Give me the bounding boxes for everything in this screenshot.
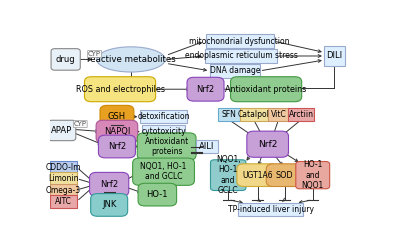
Text: cytotoxicity: cytotoxicity: [141, 127, 186, 136]
Text: Arctiin: Arctiin: [289, 110, 314, 119]
FancyBboxPatch shape: [96, 120, 138, 143]
Text: CDDO-Im: CDDO-Im: [46, 163, 81, 172]
FancyBboxPatch shape: [239, 203, 303, 216]
Text: CYP: CYP: [74, 121, 87, 127]
Text: TP-induced liver injury: TP-induced liver injury: [228, 205, 314, 214]
Text: DNA damage: DNA damage: [210, 66, 260, 75]
FancyBboxPatch shape: [138, 183, 176, 206]
Text: UGT1A6: UGT1A6: [243, 171, 273, 180]
FancyBboxPatch shape: [240, 108, 268, 121]
FancyBboxPatch shape: [140, 110, 187, 123]
Text: Omega-3: Omega-3: [46, 185, 81, 195]
Text: AITC: AITC: [55, 197, 72, 206]
Text: HO-1: HO-1: [147, 190, 168, 199]
FancyBboxPatch shape: [133, 158, 194, 185]
FancyBboxPatch shape: [231, 77, 302, 102]
FancyBboxPatch shape: [218, 108, 240, 121]
Text: Antioxidant proteins: Antioxidant proteins: [225, 85, 307, 94]
FancyBboxPatch shape: [266, 164, 303, 186]
FancyBboxPatch shape: [324, 46, 345, 65]
Text: reactive metabolites: reactive metabolites: [87, 55, 175, 64]
Text: NAPQI: NAPQI: [104, 127, 130, 136]
Text: Nrf2: Nrf2: [258, 140, 277, 149]
Text: NQO1,
HO-1
and
GCLC: NQO1, HO-1 and GCLC: [216, 155, 241, 195]
FancyBboxPatch shape: [210, 64, 260, 78]
Text: Nrf2: Nrf2: [100, 180, 118, 189]
Text: AILI: AILI: [199, 142, 215, 151]
FancyBboxPatch shape: [205, 49, 277, 63]
FancyBboxPatch shape: [296, 162, 330, 189]
FancyBboxPatch shape: [100, 105, 134, 128]
FancyBboxPatch shape: [49, 195, 77, 208]
Text: Limonin: Limonin: [48, 174, 79, 183]
FancyBboxPatch shape: [247, 131, 288, 157]
Text: HO-1
and
NQO1: HO-1 and NQO1: [302, 160, 324, 190]
Text: APAP: APAP: [51, 126, 73, 135]
Text: NQO1, HO-1
and GCLC: NQO1, HO-1 and GCLC: [140, 162, 187, 181]
FancyBboxPatch shape: [237, 164, 279, 186]
Text: endoplasmic reticulum stress: endoplasmic reticulum stress: [185, 51, 298, 61]
FancyBboxPatch shape: [49, 172, 77, 185]
FancyBboxPatch shape: [51, 49, 80, 70]
FancyBboxPatch shape: [85, 77, 156, 102]
Text: drug: drug: [56, 55, 75, 64]
Text: VitC: VitC: [271, 110, 286, 119]
Text: DILI: DILI: [326, 51, 342, 61]
FancyBboxPatch shape: [99, 135, 136, 158]
FancyBboxPatch shape: [137, 133, 196, 160]
FancyBboxPatch shape: [206, 34, 273, 48]
FancyBboxPatch shape: [196, 140, 219, 153]
FancyBboxPatch shape: [142, 125, 185, 138]
Text: ROS and electrophiles: ROS and electrophiles: [75, 85, 164, 94]
Text: GSH: GSH: [108, 112, 126, 121]
FancyBboxPatch shape: [91, 194, 128, 216]
FancyBboxPatch shape: [268, 108, 290, 121]
FancyBboxPatch shape: [211, 160, 246, 190]
Text: CYP: CYP: [88, 51, 101, 57]
FancyBboxPatch shape: [49, 161, 77, 173]
Text: detoxification: detoxification: [137, 112, 190, 121]
FancyBboxPatch shape: [49, 184, 77, 196]
Text: Catalpol: Catalpol: [238, 110, 269, 119]
FancyBboxPatch shape: [89, 172, 129, 196]
Ellipse shape: [97, 47, 165, 72]
Text: Nrf2: Nrf2: [196, 85, 215, 94]
Text: JNK: JNK: [102, 200, 116, 209]
Text: Antioxidant
proteins: Antioxidant proteins: [144, 137, 189, 156]
FancyBboxPatch shape: [187, 77, 224, 101]
Text: Nrf2: Nrf2: [108, 142, 126, 151]
FancyBboxPatch shape: [288, 108, 314, 121]
Text: mitochondrial dysfunction: mitochondrial dysfunction: [189, 37, 290, 46]
Text: SOD: SOD: [276, 171, 294, 180]
Text: SFN: SFN: [221, 110, 236, 119]
FancyBboxPatch shape: [48, 120, 76, 141]
